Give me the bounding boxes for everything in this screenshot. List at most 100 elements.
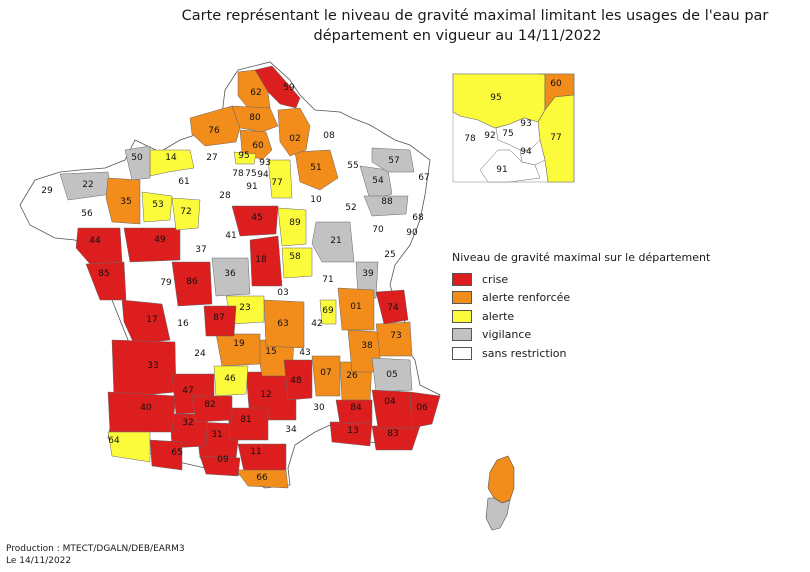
dept-label-39: 39 (362, 269, 374, 279)
dept-label-11: 11 (250, 447, 261, 457)
dept-label-29: 29 (41, 186, 53, 196)
dept-73 (375, 321, 413, 357)
dept-39 (355, 261, 379, 299)
dept-2A (485, 497, 511, 531)
legend-item-alerte: alerte (452, 307, 710, 326)
dept-label-37: 37 (195, 245, 206, 255)
dept-label-32: 32 (182, 418, 193, 428)
dept-label-45: 45 (251, 213, 262, 223)
legend-label-vigilance: vigilance (482, 328, 532, 342)
dept-label-58: 58 (289, 252, 301, 262)
dept-label-64: 64 (108, 436, 120, 446)
dept-label-38: 38 (361, 341, 373, 351)
dept-label-30: 30 (313, 403, 325, 413)
dept-84 (335, 399, 373, 425)
legend-label-alerte: alerte (482, 309, 515, 323)
dept-label-95: 95 (238, 151, 249, 161)
legend-swatch-alerte (452, 309, 472, 323)
dept-50 (124, 145, 151, 181)
dept-label-44: 44 (89, 236, 101, 246)
inset-label-91: 91 (496, 165, 507, 175)
dept-06 (409, 391, 441, 429)
dept-label-46: 46 (224, 374, 236, 384)
legend-item-vigilance: vigilance (452, 326, 710, 345)
dept-label-13: 13 (347, 426, 358, 436)
dept-81 (227, 407, 269, 441)
credit-date: Le 14/11/2022 (6, 556, 72, 566)
dept-07 (311, 355, 341, 397)
dept-label-69: 69 (322, 306, 334, 316)
dept-label-08: 08 (323, 131, 335, 141)
dept-label-19: 19 (233, 339, 245, 349)
inset-label-92: 92 (484, 131, 495, 141)
dept-21 (311, 221, 355, 263)
dept-label-09: 09 (217, 455, 229, 465)
dept-58 (281, 247, 313, 279)
department-regions (59, 65, 441, 489)
dept-18 (249, 235, 283, 287)
dept-19 (215, 333, 261, 367)
inset-dept-91 (479, 149, 541, 183)
dept-69 (319, 299, 337, 325)
title-line-2: département en vigueur au 14/11/2022 (313, 28, 602, 44)
dept-02 (277, 107, 311, 157)
dept-65 (149, 439, 183, 471)
dept-85 (85, 261, 127, 301)
dept-label-56: 56 (81, 209, 93, 219)
dept-82 (191, 395, 233, 423)
inset-label-77: 77 (550, 133, 561, 143)
dept-label-10: 10 (310, 195, 322, 205)
dept-label-55: 55 (347, 161, 358, 171)
dept-label-67: 67 (418, 173, 429, 183)
dept-05 (371, 357, 413, 393)
dept-46 (213, 365, 249, 397)
dept-label-80: 80 (249, 113, 261, 123)
dept-label-68: 68 (412, 213, 424, 223)
inset-label-94: 94 (520, 147, 532, 157)
dept-label-90: 90 (406, 228, 418, 238)
dept-label-36: 36 (224, 269, 236, 279)
dept-label-91: 91 (246, 182, 257, 192)
dept-label-12: 12 (260, 390, 271, 400)
dept-36 (211, 257, 251, 297)
dept-label-40: 40 (140, 403, 152, 413)
dept-label-14: 14 (165, 153, 177, 163)
title-line-1: Carte représentant le niveau de gravité … (181, 8, 769, 24)
dept-label-50: 50 (131, 153, 143, 163)
legend: Niveau de gravité maximal sur le départe… (452, 251, 710, 363)
dept-label-41: 41 (225, 231, 236, 241)
dept-48 (283, 359, 313, 401)
dept-label-24: 24 (194, 349, 206, 359)
legend-item-alerte-renforcee: alerte renforcée (452, 289, 710, 308)
legend-swatch-crise (452, 272, 472, 286)
dept-label-21: 21 (330, 236, 341, 246)
dept-label-05: 05 (386, 370, 397, 380)
dept-04 (371, 389, 413, 429)
dept-label-22: 22 (82, 180, 93, 190)
legend-item-sans-restriction: sans restriction (452, 344, 710, 363)
dept-label-78: 78 (232, 169, 244, 179)
dept-40 (107, 391, 177, 433)
dept-label-51: 51 (310, 163, 321, 173)
dept-label-34: 34 (285, 425, 297, 435)
dept-label-93: 93 (259, 158, 270, 168)
dept-label-43: 43 (299, 348, 310, 358)
inset-label-95: 95 (490, 93, 501, 103)
dept-63 (263, 299, 305, 349)
legend-swatch-alerte-renforcee (452, 291, 472, 305)
dept-label-47: 47 (182, 386, 193, 396)
dept-88 (363, 195, 409, 217)
credit-production: Production : MTECT/DGALN/DEB/EARM3 (6, 544, 185, 554)
dept-label-25: 25 (384, 250, 395, 260)
dept-80 (231, 105, 279, 133)
legend-label-sans-restriction: sans restriction (482, 346, 567, 360)
dept-label-83: 83 (387, 429, 398, 439)
dept-label-07: 07 (320, 368, 331, 378)
dept-label-26: 26 (346, 371, 358, 381)
dept-label-75: 75 (245, 169, 256, 179)
dept-label-02: 02 (289, 134, 300, 144)
dept-49 (123, 227, 181, 263)
dept-label-73: 73 (390, 331, 401, 341)
dept-label-76: 76 (208, 126, 220, 136)
